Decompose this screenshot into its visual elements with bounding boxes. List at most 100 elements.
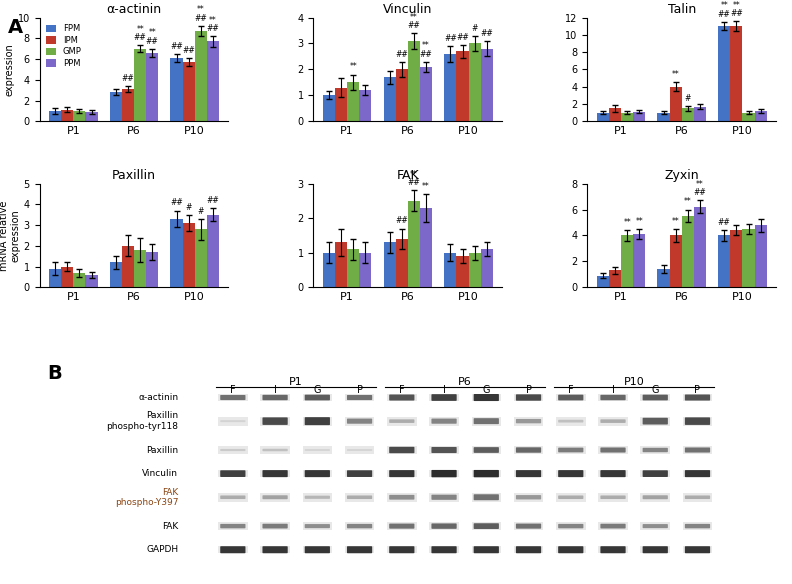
Bar (694, 207, 706, 287)
Text: **
##: ** ## (134, 25, 147, 42)
Bar (609, 108, 621, 121)
Text: ##: ## (395, 50, 408, 58)
Bar (74, 273, 86, 287)
Text: **: ** (635, 217, 643, 226)
Bar (383, 242, 396, 287)
Text: #: # (185, 203, 192, 211)
Title: Talin: Talin (668, 4, 696, 16)
Text: P: P (526, 385, 531, 395)
Text: **
##: ** ## (718, 1, 730, 19)
Text: α-actinin: α-actinin (138, 393, 178, 402)
Text: **: ** (672, 217, 680, 226)
Bar (110, 92, 122, 121)
Text: **: ** (684, 197, 691, 206)
Bar (481, 48, 493, 121)
Bar (183, 223, 195, 287)
Bar (718, 235, 730, 287)
Text: #: # (684, 93, 691, 103)
Bar (49, 111, 61, 121)
Bar (170, 219, 183, 287)
Bar (596, 276, 609, 287)
Text: ##: ## (456, 33, 469, 41)
Bar (755, 225, 767, 287)
Bar (444, 253, 456, 287)
Bar (323, 95, 335, 121)
Text: **
##: ** ## (408, 13, 421, 30)
Text: G: G (314, 385, 321, 395)
Text: **
##: ** ## (420, 41, 432, 58)
Text: ##: ## (170, 41, 183, 51)
Text: Paxillin: Paxillin (146, 446, 178, 454)
Bar (360, 90, 371, 121)
Text: I: I (611, 385, 615, 395)
Bar (420, 208, 432, 287)
Title: FAK: FAK (397, 169, 419, 182)
Bar (134, 250, 147, 287)
Bar (694, 107, 706, 121)
Text: GAPDH: GAPDH (146, 545, 178, 554)
Text: **
##: ** ## (194, 5, 208, 23)
Bar (207, 215, 219, 287)
Bar (335, 242, 347, 287)
Bar (742, 229, 755, 287)
Bar (396, 69, 408, 121)
Bar (669, 235, 682, 287)
Bar (323, 253, 335, 287)
Bar (481, 249, 493, 287)
Text: P1: P1 (289, 377, 303, 387)
Bar (122, 89, 134, 121)
Text: **
##: ** ## (146, 28, 158, 46)
Text: ##: ## (395, 217, 408, 225)
Bar (469, 43, 481, 121)
Title: α-actinin: α-actinin (106, 4, 162, 16)
Bar (396, 239, 408, 287)
Bar (456, 256, 469, 287)
Text: #: # (471, 23, 478, 33)
Bar (360, 253, 371, 287)
Text: F: F (568, 385, 573, 395)
Text: B: B (48, 364, 63, 383)
Bar (755, 111, 767, 121)
Bar (596, 113, 609, 121)
Bar (170, 58, 183, 121)
Text: F: F (399, 385, 405, 395)
Text: A: A (8, 18, 23, 37)
Bar (718, 26, 730, 121)
Bar (657, 113, 669, 121)
Text: **: ** (422, 182, 430, 191)
Title: Paxillin: Paxillin (112, 169, 156, 182)
Bar (730, 230, 742, 287)
Text: P: P (695, 385, 700, 395)
Title: Vinculin: Vinculin (383, 4, 432, 16)
Bar (742, 113, 755, 121)
Bar (456, 51, 469, 121)
Text: P: P (356, 385, 363, 395)
Title: Zyxin: Zyxin (664, 169, 699, 182)
Text: **
##: ** ## (730, 1, 743, 18)
Text: **: ** (672, 70, 680, 79)
Bar (347, 82, 360, 121)
Text: ##: ## (718, 218, 730, 227)
Text: P10: P10 (624, 377, 645, 387)
Bar (621, 113, 633, 121)
Text: ##: ## (481, 29, 493, 38)
Bar (86, 112, 97, 121)
Legend: FPM, IPM, GMP, PPM: FPM, IPM, GMP, PPM (44, 22, 84, 70)
Bar (110, 262, 122, 287)
Bar (49, 269, 61, 287)
Bar (195, 31, 207, 121)
Text: ##: ## (122, 74, 135, 83)
Bar (86, 275, 97, 287)
Text: ##: ## (207, 196, 219, 206)
Text: G: G (652, 385, 659, 395)
Bar (347, 249, 360, 287)
Bar (609, 270, 621, 287)
Bar (682, 108, 694, 121)
Text: ##: ## (182, 46, 195, 55)
Bar (122, 246, 134, 287)
Text: Paxillin
phospho-tyr118: Paxillin phospho-tyr118 (106, 412, 178, 431)
Text: ##: ## (170, 199, 183, 207)
Bar (621, 235, 633, 287)
Bar (383, 77, 396, 121)
Text: I: I (274, 385, 276, 395)
